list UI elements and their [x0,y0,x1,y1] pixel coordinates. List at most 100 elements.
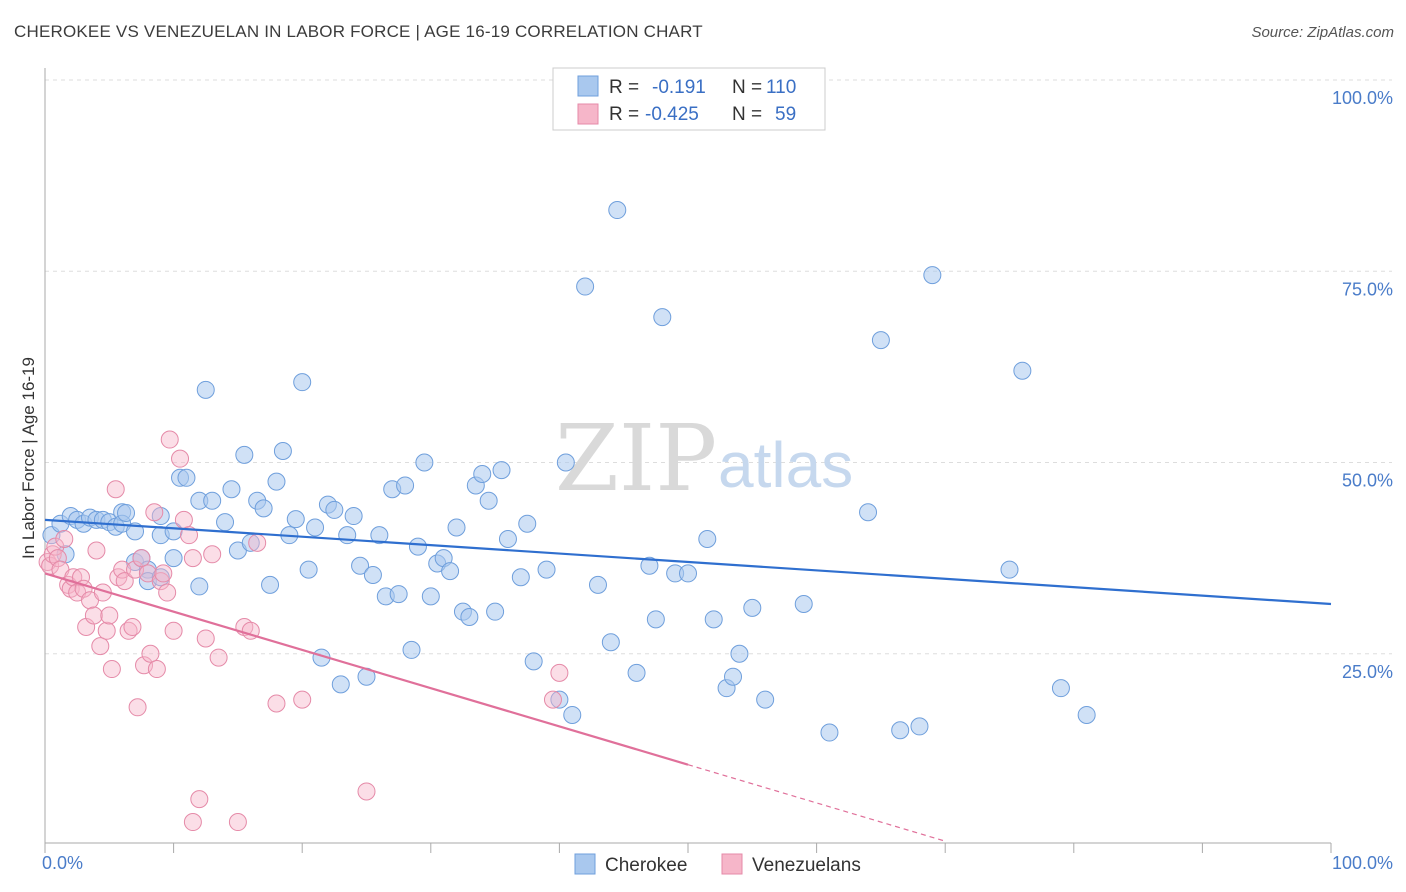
cherokee-point [117,503,136,522]
venezuelans-points [38,430,569,832]
tick-labels: 25.0% 50.0% 75.0% 100.0% 0.0% 100.0% [42,88,1393,873]
venezuelans-point [141,644,160,663]
cherokee-point [447,518,466,537]
cherokee-point [351,556,370,575]
cherokee-point [743,598,762,617]
cherokee-point [518,514,537,533]
legend-n-label-2: N = [732,104,762,125]
venezuelans-point [147,660,166,679]
venezuelans-point [106,480,125,499]
cherokee-point [389,585,408,604]
venezuelans-point [87,541,106,560]
venezuelans-point [248,533,267,552]
venezuelans-point [203,545,222,564]
venezuelans-point [97,621,116,640]
cherokee-point [794,595,813,614]
cherokee-point [222,480,241,499]
axes [44,68,1332,853]
legend-n-value-2: 59 [775,104,796,125]
y-tick-label: 75.0% [1342,279,1393,299]
cherokee-point [460,608,479,627]
venezuelans-point [84,606,103,625]
venezuelans-point [132,549,151,568]
cherokee-point [556,453,575,472]
cherokee-point [1000,560,1019,579]
cherokee-point [1077,705,1096,724]
venezuelans-point [190,790,209,809]
y-axis-label: In Labor Force | Age 16-19 [19,357,38,559]
cherokee-point [492,461,511,480]
venezuelans-point [102,660,121,679]
cherokee-point [550,690,569,709]
cherokee-point [196,380,215,399]
legend-box: R = -0.191 N = 110 R = -0.425 N = 59 [552,67,826,131]
venezuelans-point [154,564,173,583]
venezuelans-point [123,617,142,636]
y-tick-label: 50.0% [1342,471,1393,491]
cherokee-point [498,530,517,548]
venezuelans-point [115,572,134,591]
cherokee-point [396,476,415,495]
venezuelans-point [209,648,228,667]
venezuelans-point [91,637,110,656]
cherokee-point [588,575,607,594]
venezuelans-point [357,782,376,801]
cherokee-point [576,277,595,296]
cherokee-point [299,560,318,579]
bottom-legend: Cherokee Venezuelans [574,853,861,876]
venezuelans-point [160,430,179,449]
venezuelans-point [180,526,199,545]
cherokee-point [820,723,839,742]
venezuelans-point [48,549,67,568]
cherokee-point [627,663,646,682]
legend-r-value-2: -0.425 [645,104,699,125]
venezuelans-trend-extension [687,764,946,842]
cherokee-point [608,201,627,220]
bottom-legend-cherokee: Cherokee [605,855,687,876]
venezuelans-point [158,583,177,602]
cherokee-point [273,442,292,461]
chart-source: Source: ZipAtlas.com [1251,24,1394,41]
venezuelans-point [267,694,286,713]
legend-swatch-cherokee [577,75,599,97]
cherokee-point [254,499,273,518]
cherokee-point [216,513,235,532]
grid-lines [45,79,1392,655]
cherokee-point [756,690,775,709]
cherokee-point [859,503,878,522]
venezuelans-point [46,537,65,556]
cherokee-point [537,560,556,579]
cherokee-point [511,568,530,587]
cherokee-point [267,472,286,491]
cherokee-point [563,705,582,724]
cherokee-point [698,530,717,548]
venezuelans-point [228,813,247,832]
cherokee-point [1051,679,1070,698]
x-tick-label: 100.0% [1332,853,1393,873]
cherokee-point [408,537,427,556]
y-tick-label: 100.0% [1332,88,1393,108]
cherokee-point [679,564,697,583]
venezuelans-point [293,690,312,709]
venezuelans-point [196,629,215,648]
bottom-legend-swatch-cherokee [574,853,596,875]
cherokee-point [325,500,344,519]
legend-r-label-1: R = [609,77,639,98]
venezuelans-point [128,698,147,717]
venezuelans-point [183,813,202,832]
venezuelans-point [183,549,202,568]
cherokee-point [871,331,890,350]
legend-r-label-2: R = [609,104,639,125]
venezuelans-point [100,606,119,625]
cherokee-point [730,644,749,663]
cherokee-point [203,491,222,510]
venezuelans-point [174,510,193,529]
cherokee-point [653,308,672,327]
cherokee-point [293,373,312,392]
cherokee-point [164,549,183,568]
watermark-atlas: atlas [718,429,853,501]
bottom-legend-swatch-venezuelans [721,853,743,875]
cherokee-trend-line [44,518,1332,606]
cherokee-point [601,633,620,652]
